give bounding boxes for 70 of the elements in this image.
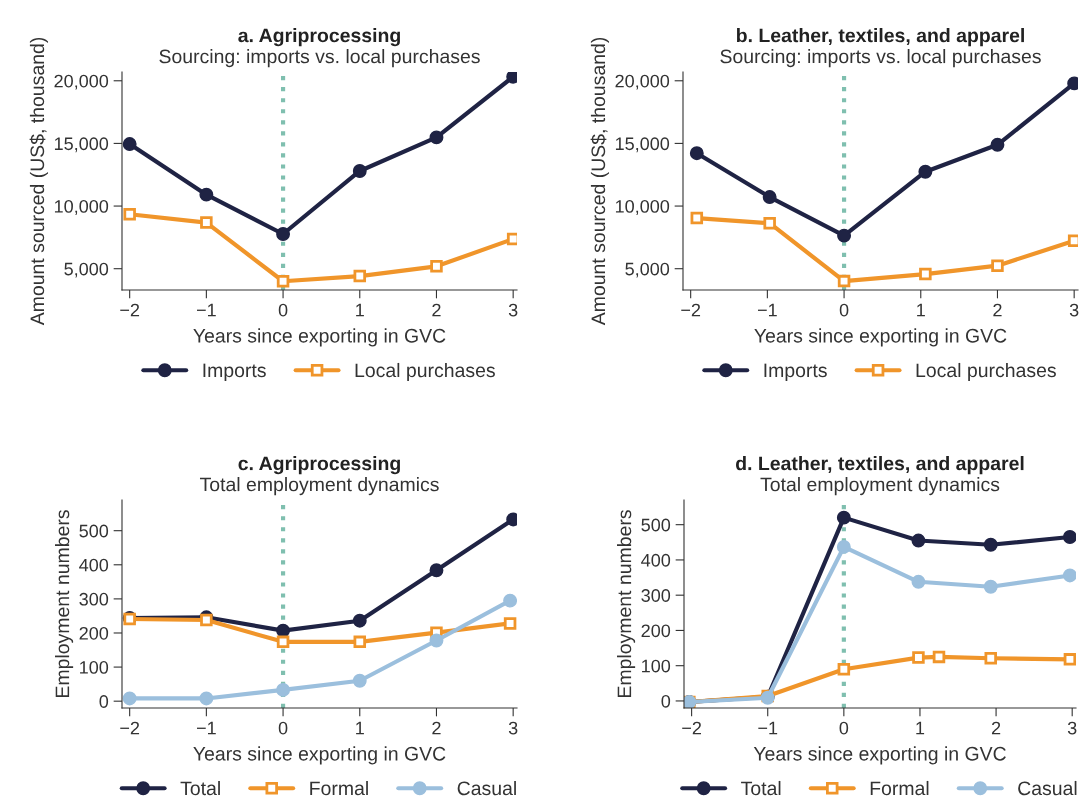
x-tick-label: −2	[120, 721, 140, 735]
legend-label: Imports	[764, 363, 827, 382]
y-tick-label: 5,000	[64, 262, 109, 278]
y-axis-title: Amount sourced (US$, thousand)	[590, 37, 610, 326]
chart-title: d. Leather, textiles, and apparel	[736, 456, 1024, 475]
y-axis-title: Amount sourced (US$, thousand)	[29, 37, 49, 326]
x-tick-label: 0	[839, 303, 849, 317]
y-tick-label: 20,000	[54, 74, 109, 90]
y-axis-title: Employment numbers	[617, 510, 636, 697]
y-tick-label: 5,000	[625, 262, 670, 278]
x-tick-label: 0	[839, 721, 849, 735]
chart-subtitle: Total employment dynamics	[199, 477, 439, 496]
y-axis-title: Employment numbers	[55, 510, 74, 697]
chart-title: a. Agriprocessing	[238, 28, 400, 47]
y-tick-label: 100	[642, 659, 671, 673]
x-tick-label: 3	[508, 721, 518, 735]
x-tick-label: 3	[1069, 303, 1079, 317]
chart-title: c. Agriprocessing	[238, 456, 400, 475]
y-tick-label: 20,000	[615, 74, 670, 90]
y-tick-label: 400	[641, 553, 671, 567]
legend-label: Imports	[203, 363, 266, 382]
x-tick-label: 3	[508, 303, 518, 317]
y-tick-label: 15,000	[615, 137, 670, 153]
y-tick-label: 10,000	[54, 199, 109, 215]
legend-label: Formal	[870, 780, 929, 796]
x-tick-label: −1	[757, 303, 777, 317]
x-tick-label: −2	[682, 721, 701, 735]
y-tick-label: 0	[99, 695, 109, 708]
legend-label: Formal	[310, 780, 368, 796]
x-tick-label: 0	[278, 721, 288, 735]
y-tick-label: 300	[641, 589, 671, 602]
x-axis-title: Years since exporting in GVC	[753, 746, 1006, 765]
x-tick-label: 2	[432, 721, 441, 735]
legend-label: Casual	[1018, 780, 1077, 796]
x-tick-label: −1	[196, 303, 216, 317]
x-tick-label: 1	[916, 721, 925, 735]
x-tick-label: 1	[356, 721, 364, 735]
legend-label: Local purchases	[355, 362, 495, 382]
x-tick-label: 2	[991, 721, 1001, 735]
y-tick-label: 500	[79, 524, 109, 538]
legend-label: Total	[180, 780, 220, 796]
x-tick-label: −2	[120, 303, 140, 317]
x-tick-label: 1	[356, 303, 364, 317]
x-tick-label: 1	[917, 303, 925, 317]
legend-label: Casual	[457, 780, 516, 796]
y-tick-label: 500	[641, 518, 671, 532]
chart-subtitle: Sourcing: imports vs. local purchases	[720, 49, 1041, 68]
y-tick-label: 300	[79, 592, 109, 606]
x-tick-label: 3	[1067, 721, 1077, 735]
y-tick-label: 200	[79, 626, 109, 640]
y-tick-label: 200	[641, 624, 671, 638]
chart-title: b. Leather, textiles, and apparel	[736, 28, 1024, 47]
y-tick-label: 10,000	[615, 199, 670, 215]
y-tick-label: 0	[661, 694, 671, 708]
x-tick-label: −1	[196, 721, 216, 735]
chart-subtitle: Sourcing: imports vs. local purchases	[159, 49, 480, 68]
y-tick-label: 100	[80, 661, 109, 674]
x-axis-title: Years since exporting in GVC	[193, 328, 446, 347]
x-tick-label: 2	[432, 303, 441, 317]
chart-subtitle: Total employment dynamics	[760, 477, 1000, 496]
legend-label: Local purchases	[916, 362, 1056, 382]
x-tick-label: 2	[993, 303, 1002, 317]
x-axis-title: Years since exporting in GVC	[193, 746, 446, 765]
x-tick-label: 0	[278, 303, 288, 317]
x-axis-title: Years since exporting in GVC	[754, 328, 1007, 347]
y-tick-label: 400	[79, 558, 109, 572]
x-tick-label: −1	[758, 721, 778, 735]
legend-label: Total	[741, 780, 781, 796]
x-tick-label: −2	[681, 303, 701, 317]
y-tick-label: 15,000	[54, 137, 109, 153]
